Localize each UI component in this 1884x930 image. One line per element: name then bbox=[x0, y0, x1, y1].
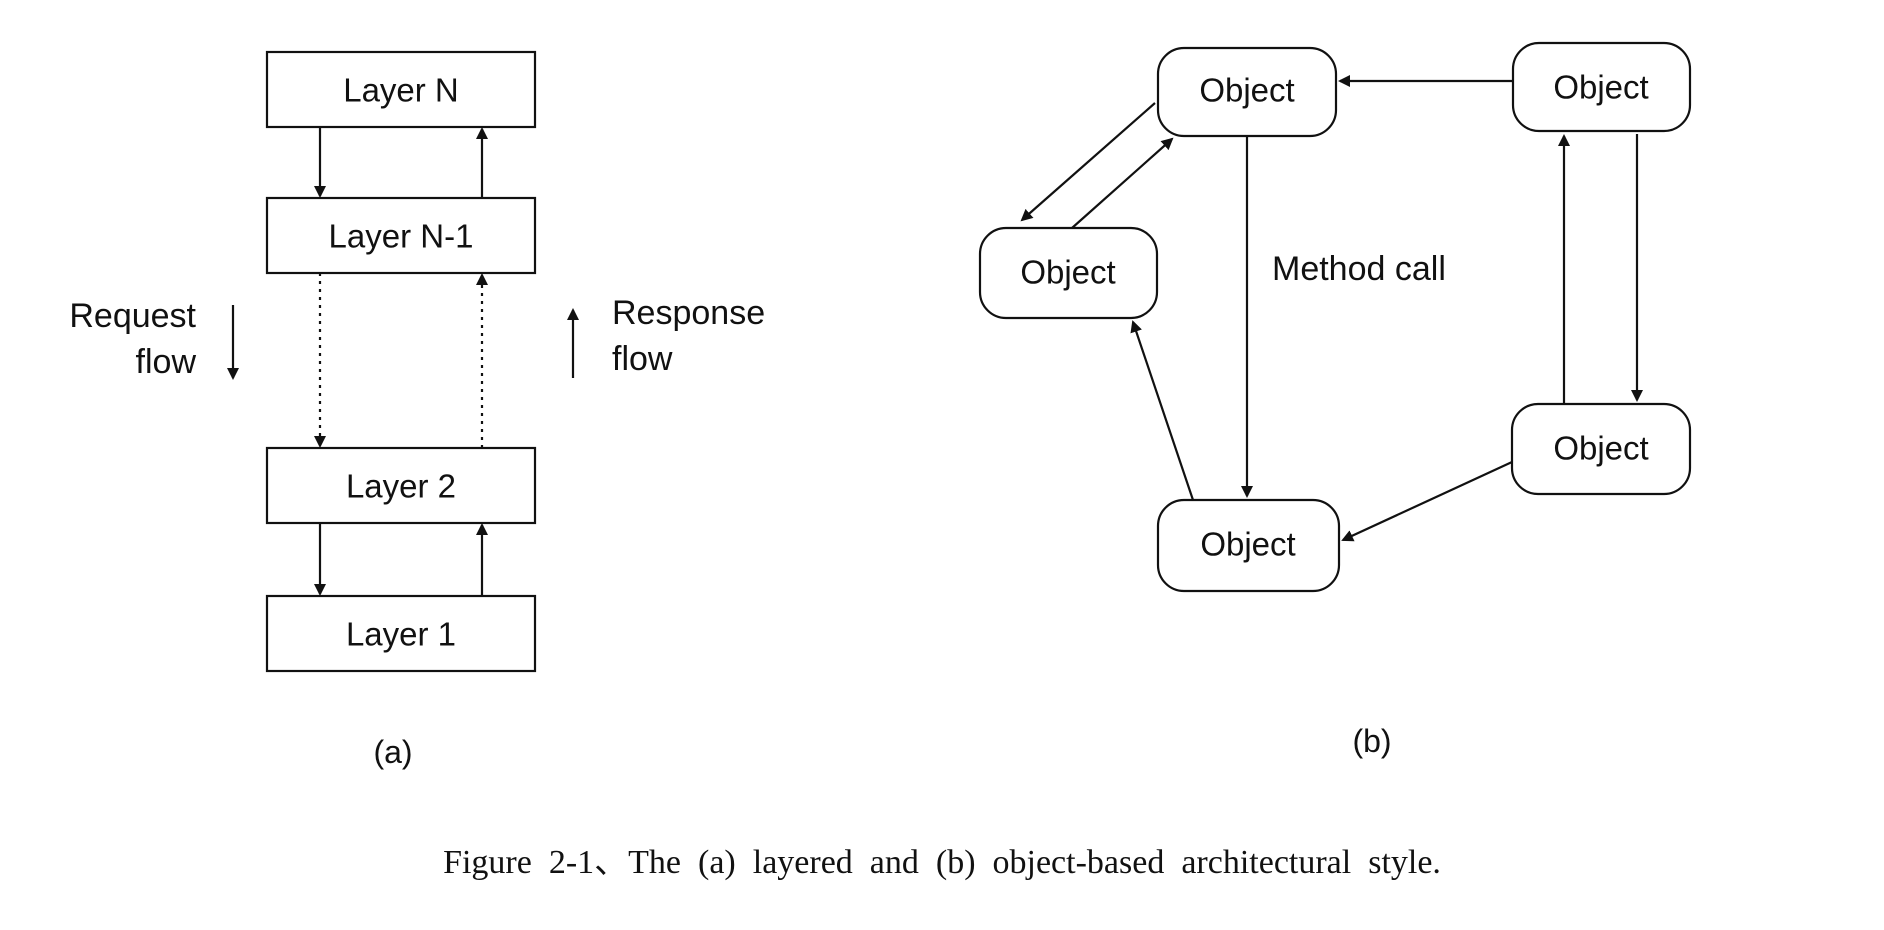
layer-1-label: Layer 1 bbox=[346, 616, 456, 653]
object-based-diagram: Object Object Object Object Object Metho… bbox=[978, 41, 1692, 759]
request-flow-label-line1: Request bbox=[69, 297, 196, 335]
method-call-arrow bbox=[1130, 320, 1195, 501]
method-call-arrow bbox=[1020, 102, 1156, 222]
method-call-label: Method call bbox=[1272, 250, 1446, 288]
object-node-bottom-right: Object bbox=[1510, 402, 1692, 496]
object-node-bottom: Object bbox=[1156, 498, 1341, 593]
panel-a-sublabel: (a) bbox=[373, 734, 412, 770]
response-flow-label-line1: Response bbox=[612, 294, 765, 332]
layer-1-box: Layer 1 bbox=[265, 594, 537, 673]
method-call-arrow bbox=[1071, 137, 1174, 229]
object-node-left: Object bbox=[978, 226, 1159, 320]
layer-n-label: Layer N bbox=[343, 72, 459, 109]
layer-2-box: Layer 2 bbox=[265, 446, 537, 525]
object-label: Object bbox=[1020, 254, 1115, 291]
method-call-arrow bbox=[1341, 461, 1513, 542]
layer-n-box: Layer N bbox=[265, 50, 537, 129]
layered-diagram: Layer N Layer N-1 Layer 2 Layer 1 Reques… bbox=[69, 50, 765, 770]
object-label: Object bbox=[1199, 72, 1294, 109]
object-node-top-left: Object bbox=[1156, 46, 1338, 138]
request-flow-label-line2: flow bbox=[136, 343, 197, 381]
response-flow-label-line2: flow bbox=[612, 340, 673, 378]
object-label: Object bbox=[1200, 526, 1295, 563]
object-node-top-right: Object bbox=[1511, 41, 1692, 133]
object-label: Object bbox=[1553, 430, 1648, 467]
panel-b-sublabel: (b) bbox=[1352, 723, 1391, 759]
layer-2-label: Layer 2 bbox=[346, 468, 456, 505]
layer-n-minus-1-label: Layer N-1 bbox=[329, 218, 474, 255]
figure-caption: Figure 2-1、The (a) layered and (b) objec… bbox=[443, 844, 1441, 881]
layer-n-minus-1-box: Layer N-1 bbox=[265, 196, 537, 275]
object-label: Object bbox=[1553, 69, 1648, 106]
